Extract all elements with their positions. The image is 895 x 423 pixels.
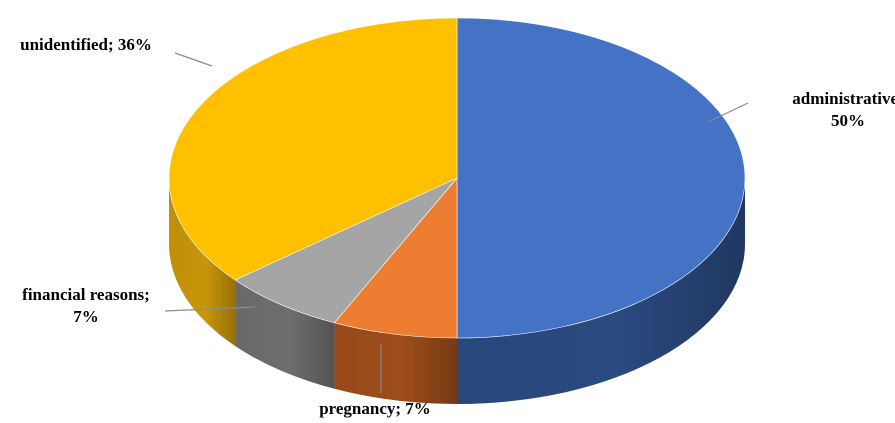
- pie-slice-financial-reasons: [234, 177, 458, 324]
- leader-line-unidentified: [174, 52, 213, 67]
- pie-slice-unidentified: [168, 17, 458, 281]
- leader-line-administrative: [707, 102, 749, 123]
- pie-side-shade-administrative: [457, 178, 745, 404]
- pie-labels: administrative; 50% pregnancy; 7% financial…: [20, 35, 895, 418]
- data-label-financial-reasons: financial reasons; 7%: [22, 285, 150, 326]
- data-label-administrative: administrative; 50%: [792, 89, 895, 130]
- pie-slice-administrative: [456, 17, 746, 339]
- pie-slice-pregnancy: [333, 177, 458, 339]
- pie-top-faces: [168, 17, 746, 339]
- data-label-unidentified: unidentified; 36%: [20, 35, 152, 54]
- pie-side-walls: [169, 178, 745, 404]
- leader-line-financial-reasons: [164, 306, 256, 312]
- pie-side-shade-unidentified: [169, 178, 236, 346]
- pie-side-shade-financial-reasons: [235, 279, 335, 389]
- pie-side-shade-pregnancy: [334, 322, 457, 404]
- data-label-pregnancy: pregnancy; 7%: [319, 399, 431, 418]
